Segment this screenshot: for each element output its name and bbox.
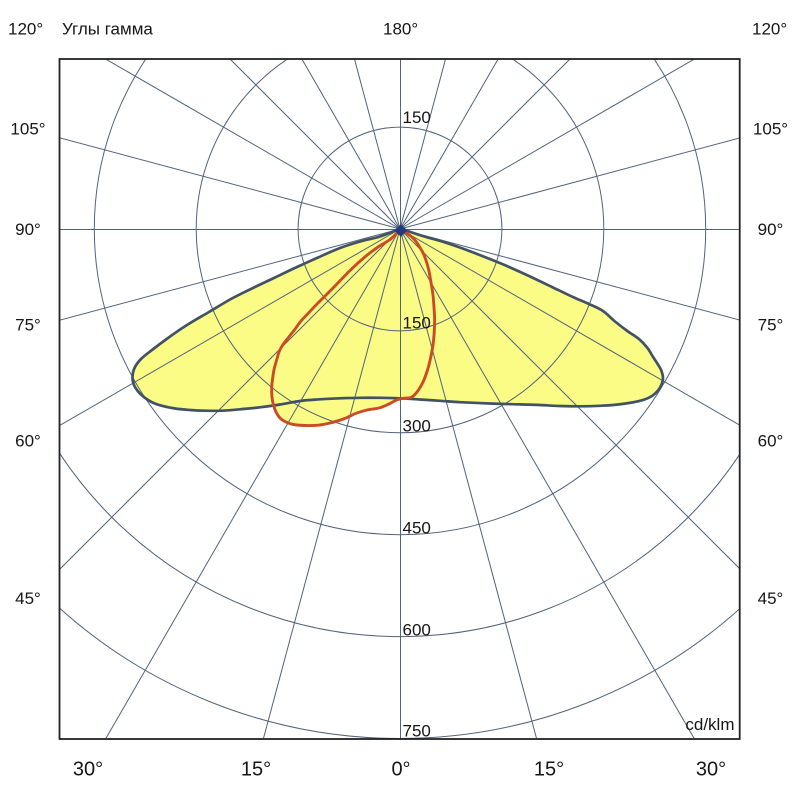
svg-text:0°: 0°: [391, 759, 410, 781]
svg-text:45°: 45°: [15, 589, 41, 608]
svg-text:150: 150: [403, 108, 431, 127]
svg-text:600: 600: [403, 621, 431, 640]
svg-text:105°: 105°: [753, 119, 788, 138]
svg-text:75°: 75°: [15, 315, 41, 334]
svg-text:cd/klm: cd/klm: [685, 715, 734, 734]
svg-text:45°: 45°: [758, 589, 784, 608]
svg-text:180°: 180°: [383, 20, 418, 39]
svg-text:75°: 75°: [758, 315, 784, 334]
svg-text:15°: 15°: [241, 759, 271, 781]
svg-text:15°: 15°: [534, 759, 564, 781]
svg-text:90°: 90°: [15, 220, 41, 239]
svg-text:30°: 30°: [73, 759, 103, 781]
svg-text:450: 450: [403, 519, 431, 538]
svg-text:150: 150: [403, 313, 431, 332]
svg-text:30°: 30°: [696, 759, 726, 781]
svg-text:60°: 60°: [758, 431, 784, 450]
svg-text:120°: 120°: [752, 20, 787, 39]
svg-text:300: 300: [403, 417, 431, 436]
svg-text:105°: 105°: [10, 119, 45, 138]
svg-text:750: 750: [403, 721, 431, 740]
svg-text:Углы гамма: Углы гамма: [62, 20, 153, 39]
svg-text:90°: 90°: [758, 220, 784, 239]
svg-text:120°: 120°: [8, 20, 43, 39]
svg-text:60°: 60°: [15, 431, 41, 450]
